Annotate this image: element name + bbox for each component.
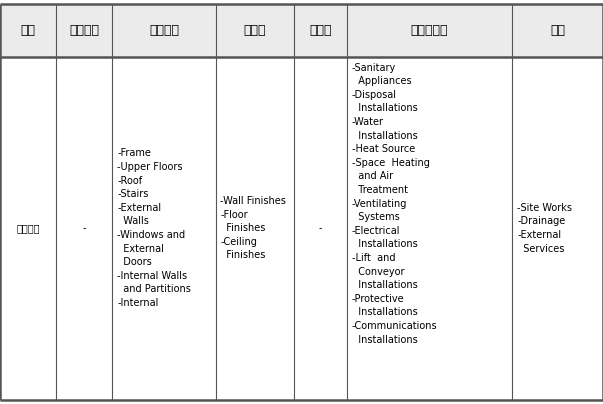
Bar [294, 4, 347, 57]
Text: 외부: 외부 [550, 24, 565, 37]
Text: 세부항목: 세부항목 [16, 223, 40, 233]
Text: -Sanitary
  Appliances
-Disposal
  Installations
-Water
  Installations
-Heat So: -Sanitary Appliances -Disposal Installat… [352, 63, 437, 345]
Text: 상부구조: 상부구조 [149, 24, 179, 37]
Bar [0, 4, 56, 57]
Text: 부속품: 부속품 [309, 24, 332, 37]
Text: 분류: 분류 [21, 24, 36, 37]
Text: 개별서비스: 개별서비스 [411, 24, 449, 37]
Text: -Frame
-Upper Floors
-Roof
-Stairs
-External
  Walls
-Windows and
  External
  D: -Frame -Upper Floors -Roof -Stairs -Exte… [118, 148, 191, 308]
Bar [0, 57, 603, 400]
Bar [216, 4, 294, 57]
Bar [513, 4, 603, 57]
Text: 마감재: 마감재 [244, 24, 266, 37]
Text: -: - [83, 223, 86, 233]
Text: -Site Works
-Drainage
-External
  Services: -Site Works -Drainage -External Services [517, 203, 572, 254]
Text: -: - [318, 223, 322, 233]
Text: -Wall Finishes
-Floor
  Finishes
-Ceiling
  Finishes: -Wall Finishes -Floor Finishes -Ceiling … [221, 196, 286, 261]
Bar [347, 4, 513, 57]
Bar [113, 4, 216, 57]
Bar [56, 4, 113, 57]
Text: 하부구조: 하부구조 [69, 24, 99, 37]
